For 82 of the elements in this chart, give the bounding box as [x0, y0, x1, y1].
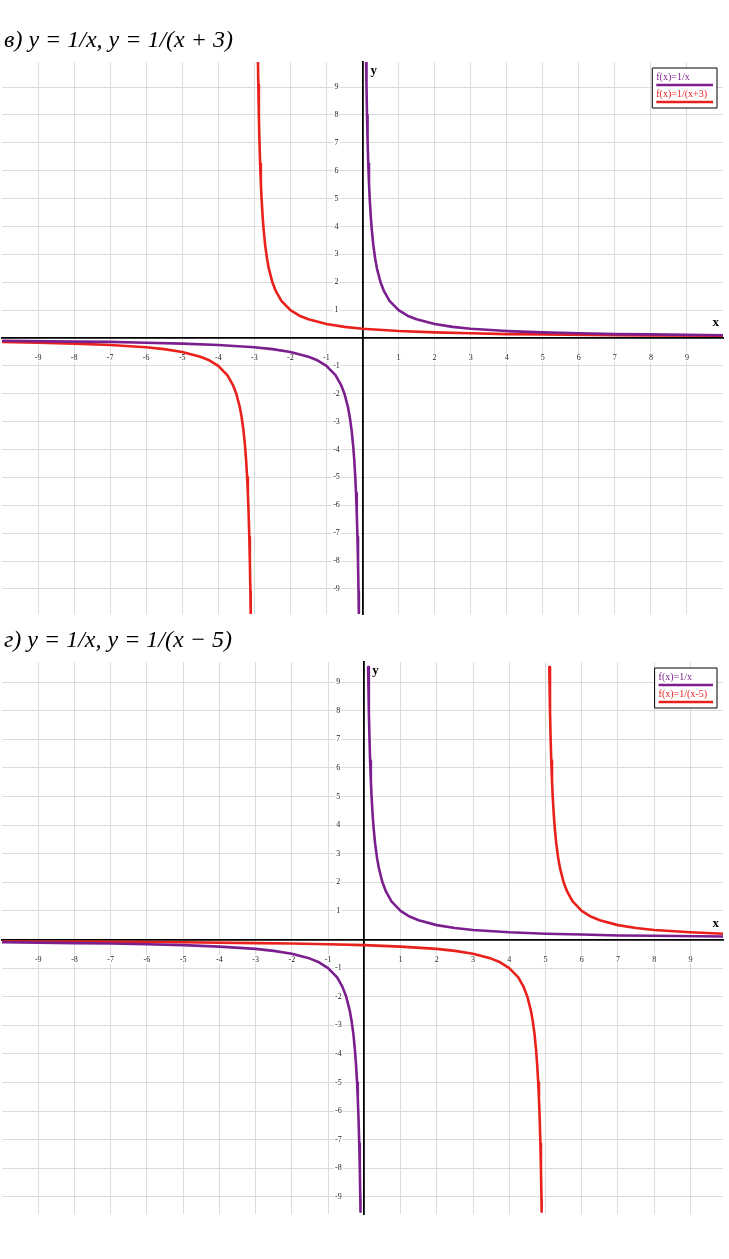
y-tick-label: -8	[333, 556, 340, 566]
x-tick-label: -7	[107, 954, 115, 964]
y-tick-label: -5	[334, 1077, 342, 1087]
y-tick-label: 3	[334, 249, 339, 259]
x-axis-title: x	[712, 313, 720, 329]
x-tick-label: -4	[214, 353, 222, 363]
y-tick-label: 8	[334, 110, 339, 120]
x-tick-label: -6	[143, 954, 151, 964]
x-tick-label: -4	[216, 954, 223, 964]
x-tick-label: -8	[70, 353, 78, 363]
x-tick-label: 9	[684, 353, 689, 363]
y-tick-label: -3	[334, 1020, 342, 1030]
x-tick-label: -3	[251, 353, 258, 363]
x-tick-label: -5	[178, 353, 186, 363]
y-tick-label: -1	[334, 963, 342, 973]
x-tick-label: 8	[648, 353, 653, 363]
x-tick-label: -9	[34, 954, 42, 964]
y-tick-label: 5	[334, 193, 339, 203]
y-tick-label: 1	[336, 905, 341, 915]
x-tick-label: 6	[579, 954, 584, 964]
y-tick-label: -7	[334, 1134, 342, 1144]
x-tick-label: 8	[652, 954, 657, 964]
x-tick-label: 1	[398, 954, 403, 964]
chart-title: г) y = 1/x, y = 1/(x − 5)	[3, 625, 233, 654]
y-tick-label: -7	[333, 528, 340, 538]
x-tick-label: -1	[324, 954, 332, 964]
x-tick-label: 2	[434, 954, 439, 964]
y-tick-label: 7	[334, 137, 339, 147]
y-tick-label: 1	[334, 305, 339, 315]
x-tick-label: -9	[34, 353, 42, 363]
y-tick-label: 2	[336, 877, 341, 887]
y-tick-label: -6	[334, 1106, 342, 1116]
text: f(x)=1/(x-5)	[658, 687, 708, 700]
y-tick-label: -1	[333, 360, 340, 370]
x-tick-label: -2	[288, 954, 296, 964]
x-tick-label: 2	[432, 353, 437, 363]
text: f(x)=1/x	[658, 670, 693, 683]
x-tick-label: 3	[471, 954, 476, 964]
y-tick-label: 4	[334, 221, 339, 231]
x-tick-label: -5	[179, 954, 187, 964]
y-axis-title: y	[370, 61, 378, 77]
x-tick-label: -3	[252, 954, 259, 964]
y-tick-label: 6	[334, 165, 339, 175]
y-tick-label: -4	[333, 444, 340, 454]
x-tick-label: 1	[396, 353, 401, 363]
y-tick-label: 6	[336, 762, 341, 772]
y-tick-label: 9	[334, 82, 339, 92]
y-tick-label: -2	[334, 991, 342, 1001]
x-tick-label: -1	[323, 353, 330, 363]
text: f(x)=1/x	[656, 70, 690, 83]
y-tick-label: 3	[336, 848, 341, 858]
y-tick-label: -8	[334, 1163, 342, 1173]
text: f(x)=1/(x+3)	[656, 87, 708, 100]
y-tick-label: 7	[336, 734, 341, 744]
y-tick-label: 9	[336, 677, 341, 687]
y-tick-label: -4	[334, 1048, 342, 1058]
y-tick-label: -2	[333, 388, 340, 398]
y-tick-label: 2	[334, 277, 339, 287]
x-tick-label: 5	[543, 954, 548, 964]
x-tick-label: -6	[142, 353, 150, 363]
x-tick-label: -2	[287, 353, 294, 363]
x-tick-label: 4	[504, 353, 509, 363]
x-tick-label: 7	[612, 353, 617, 363]
x-axis-title: x	[712, 915, 720, 931]
chart-title: в) y = 1/x, y = 1/(x + 3)	[3, 25, 234, 54]
y-tick-label: -6	[333, 500, 340, 510]
x-tick-label: -8	[71, 954, 78, 964]
y-tick-label: 8	[336, 705, 341, 715]
y-axis-title: y	[372, 661, 380, 677]
x-tick-label: 6	[576, 353, 581, 363]
x-tick-label: 5	[540, 353, 545, 363]
x-tick-label: 7	[615, 954, 620, 964]
x-tick-label: -7	[106, 353, 114, 363]
y-tick-label: 5	[336, 791, 341, 801]
y-tick-label: -9	[334, 1191, 342, 1201]
y-tick-label: -3	[333, 416, 340, 426]
x-tick-label: 3	[468, 353, 473, 363]
x-tick-label: 9	[688, 954, 693, 964]
y-tick-label: 4	[336, 820, 341, 830]
y-tick-label: -9	[333, 584, 340, 593]
y-tick-label: -5	[333, 472, 340, 482]
x-tick-label: 4	[507, 954, 512, 964]
